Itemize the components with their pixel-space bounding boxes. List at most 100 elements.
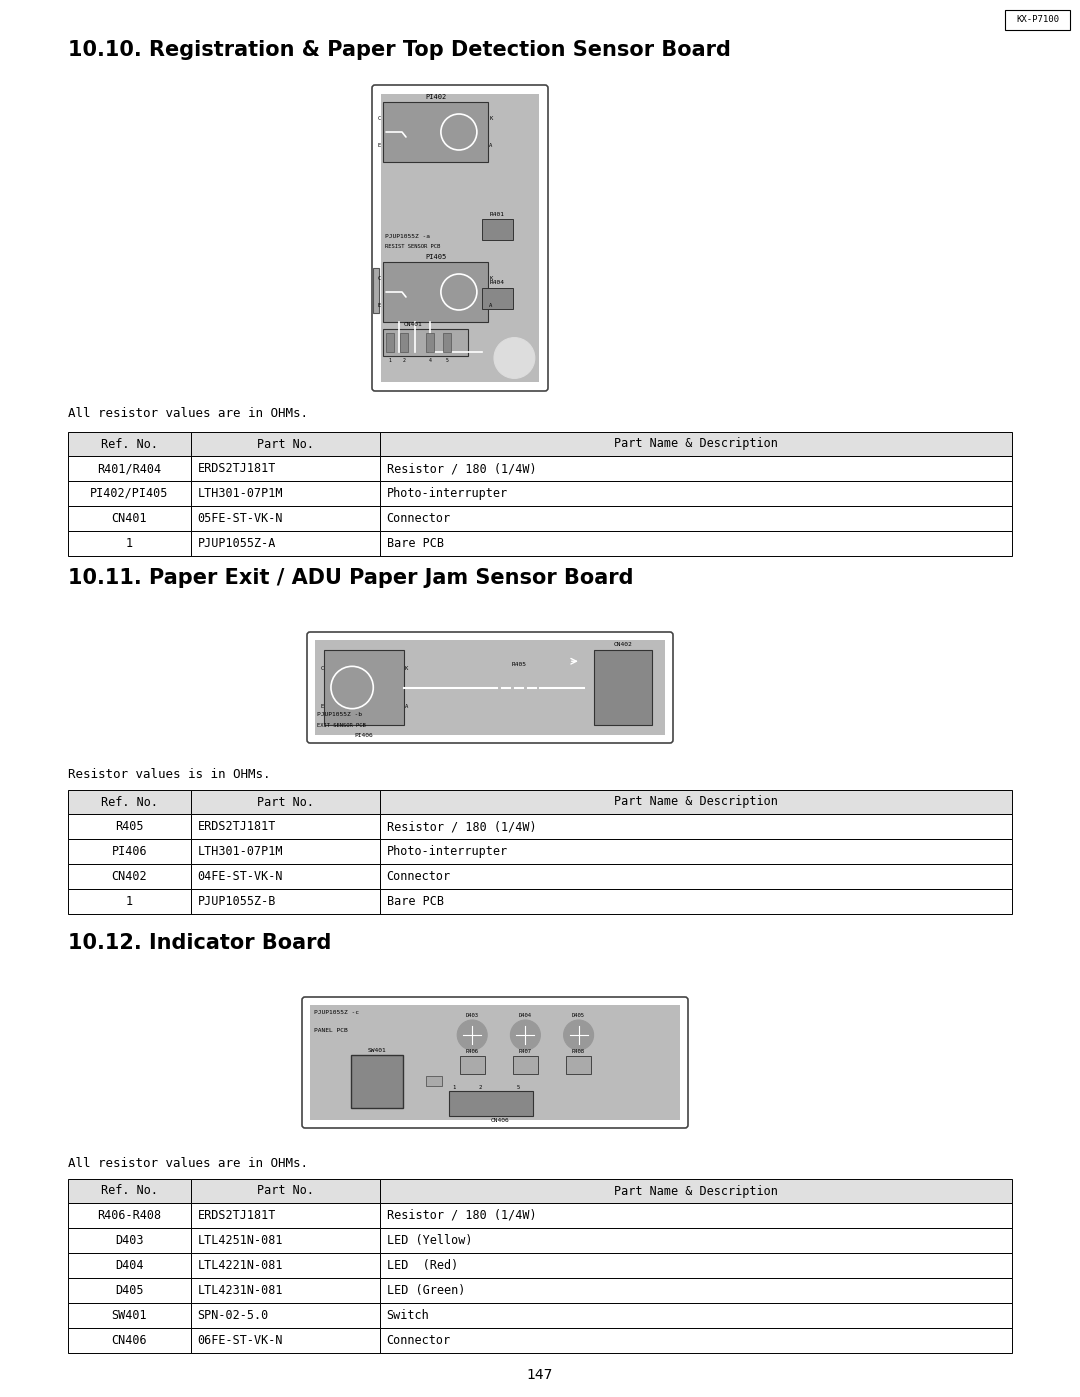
Bar xyxy=(68,1303,191,1329)
Text: CN402: CN402 xyxy=(613,641,633,647)
Bar xyxy=(191,888,379,914)
Text: Part No.: Part No. xyxy=(257,1185,313,1197)
Bar xyxy=(68,840,191,863)
Bar xyxy=(379,531,1012,556)
Bar xyxy=(401,332,408,352)
Text: 2: 2 xyxy=(403,358,406,363)
Text: 04FE-ST-VK-N: 04FE-ST-VK-N xyxy=(198,870,283,883)
Bar xyxy=(191,432,379,455)
Bar xyxy=(383,263,488,321)
Bar xyxy=(315,640,665,735)
Text: 1: 1 xyxy=(453,1085,456,1090)
Text: KX-P7100: KX-P7100 xyxy=(1016,15,1059,25)
Bar xyxy=(68,531,191,556)
Bar xyxy=(191,481,379,506)
Text: Ref. No.: Ref. No. xyxy=(100,795,158,809)
Text: 5: 5 xyxy=(516,1085,519,1090)
Bar xyxy=(426,332,434,352)
Text: R407: R407 xyxy=(518,1049,531,1055)
Bar xyxy=(68,455,191,481)
Bar xyxy=(68,814,191,840)
Bar xyxy=(386,332,394,352)
Bar xyxy=(68,863,191,888)
Text: R408: R408 xyxy=(572,1049,585,1055)
Bar xyxy=(351,1055,404,1108)
Bar xyxy=(379,1303,1012,1329)
Text: 06FE-ST-VK-N: 06FE-ST-VK-N xyxy=(198,1334,283,1347)
Text: 147: 147 xyxy=(527,1368,553,1382)
Text: SW401: SW401 xyxy=(368,1048,387,1053)
Text: PI406: PI406 xyxy=(354,733,374,738)
Text: LTL4251N-081: LTL4251N-081 xyxy=(198,1234,283,1248)
Text: 10.12. Indicator Board: 10.12. Indicator Board xyxy=(68,933,332,953)
Bar xyxy=(68,1253,191,1278)
Text: Resistor / 180 (1/4W): Resistor / 180 (1/4W) xyxy=(387,1208,536,1222)
Bar xyxy=(191,863,379,888)
Text: CN406: CN406 xyxy=(111,1334,147,1347)
Bar xyxy=(68,506,191,531)
Bar xyxy=(379,1228,1012,1253)
Text: R401/R404: R401/R404 xyxy=(97,462,161,475)
Bar xyxy=(68,1329,191,1354)
Text: Part Name & Description: Part Name & Description xyxy=(613,437,778,450)
Text: 1: 1 xyxy=(389,358,391,363)
Bar xyxy=(383,102,488,162)
Bar xyxy=(1005,10,1070,29)
Bar xyxy=(324,650,404,725)
Text: ERDS2TJ181T: ERDS2TJ181T xyxy=(198,462,276,475)
Text: Ref. No.: Ref. No. xyxy=(100,437,158,450)
Bar xyxy=(191,1253,379,1278)
Bar xyxy=(566,1056,591,1074)
Text: Bare PCB: Bare PCB xyxy=(387,536,444,550)
Bar xyxy=(379,1253,1012,1278)
Text: Resistor values is in OHMs.: Resistor values is in OHMs. xyxy=(68,768,270,781)
Text: EXIT SENSOR PCB: EXIT SENSOR PCB xyxy=(318,722,366,728)
Bar xyxy=(68,888,191,914)
Text: PJUP1055Z -a: PJUP1055Z -a xyxy=(384,235,430,239)
Text: 10.11. Paper Exit / ADU Paper Jam Sensor Board: 10.11. Paper Exit / ADU Paper Jam Sensor… xyxy=(68,569,634,588)
Text: 5: 5 xyxy=(445,358,448,363)
Text: Connector: Connector xyxy=(387,870,450,883)
Text: Part No.: Part No. xyxy=(257,795,313,809)
Text: PI402: PI402 xyxy=(426,94,446,101)
Text: A: A xyxy=(405,704,408,708)
FancyBboxPatch shape xyxy=(302,997,688,1127)
Text: LED (Yellow): LED (Yellow) xyxy=(387,1234,472,1248)
Text: RESIST SENSOR PCB: RESIST SENSOR PCB xyxy=(384,244,441,249)
Text: CN402: CN402 xyxy=(111,870,147,883)
Bar xyxy=(427,1076,442,1087)
Text: D404: D404 xyxy=(518,1013,531,1018)
Bar xyxy=(449,1091,534,1116)
Text: Photo-interrupter: Photo-interrupter xyxy=(387,845,508,858)
Bar xyxy=(68,1278,191,1303)
Text: PI405: PI405 xyxy=(426,254,446,260)
Text: CN401: CN401 xyxy=(403,321,422,327)
Bar xyxy=(191,1228,379,1253)
Bar xyxy=(379,1278,1012,1303)
Bar xyxy=(383,330,468,356)
Text: ERDS2TJ181T: ERDS2TJ181T xyxy=(198,820,276,833)
Text: 1: 1 xyxy=(125,895,133,908)
Text: R406-R408: R406-R408 xyxy=(97,1208,161,1222)
Text: All resistor values are in OHMs.: All resistor values are in OHMs. xyxy=(68,1157,308,1171)
Text: 05FE-ST-VK-N: 05FE-ST-VK-N xyxy=(198,511,283,525)
Text: 2: 2 xyxy=(478,1085,482,1090)
Text: Connector: Connector xyxy=(387,1334,450,1347)
Bar xyxy=(379,888,1012,914)
Text: Part No.: Part No. xyxy=(257,437,313,450)
Bar xyxy=(191,789,379,814)
Circle shape xyxy=(494,338,535,379)
Text: CN401: CN401 xyxy=(111,511,147,525)
Bar xyxy=(373,268,379,313)
FancyBboxPatch shape xyxy=(307,631,673,743)
Text: R405: R405 xyxy=(511,662,526,666)
Text: PJUP1055Z -b: PJUP1055Z -b xyxy=(318,712,362,717)
Text: PANEL PCB: PANEL PCB xyxy=(314,1028,348,1032)
Text: LED (Green): LED (Green) xyxy=(387,1284,464,1296)
Bar xyxy=(460,1056,485,1074)
Text: CN406: CN406 xyxy=(490,1118,509,1123)
Text: R401: R401 xyxy=(490,211,504,217)
Bar xyxy=(379,481,1012,506)
Bar xyxy=(513,1056,538,1074)
Bar xyxy=(191,506,379,531)
